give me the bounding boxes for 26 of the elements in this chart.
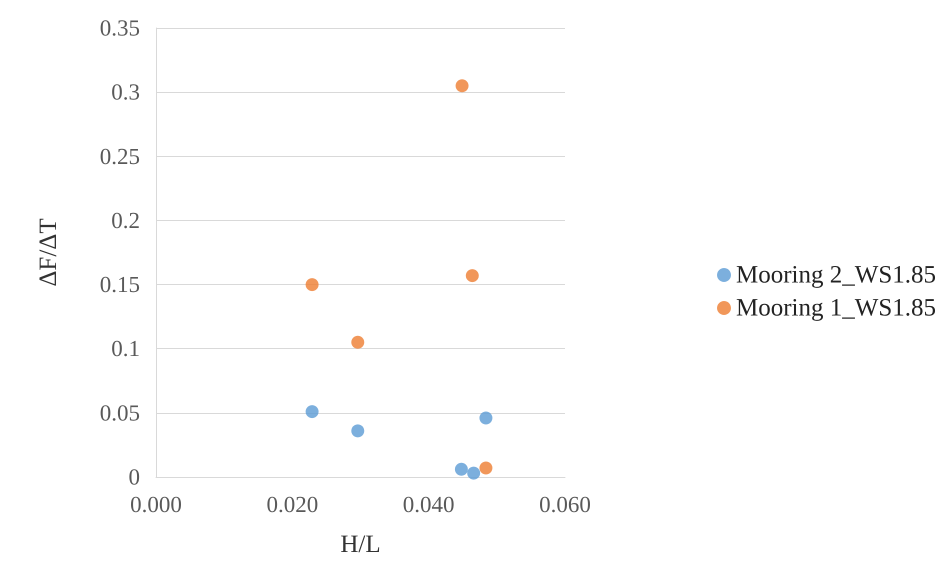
y-tick-label: 0.05 — [100, 400, 140, 426]
y-tick-label: 0.35 — [100, 16, 140, 40]
point — [306, 278, 319, 292]
x-tick-label: 0.040 — [402, 492, 455, 517]
point — [479, 411, 492, 424]
point — [467, 466, 480, 480]
point — [479, 462, 492, 475]
point — [466, 269, 479, 282]
legend-label: Mooring 1_WS1.85 — [736, 294, 936, 322]
point — [454, 462, 468, 476]
x-tick-label: 0.000 — [130, 492, 182, 517]
legend-label: Mooring 2_WS1.85 — [736, 262, 936, 288]
point — [351, 336, 364, 349]
y-tick-label: 0.15 — [100, 272, 140, 298]
y-tick-label: 0 — [128, 464, 140, 490]
y-tick-label: 0.1 — [111, 336, 140, 362]
y-tick-label: 0.25 — [100, 144, 140, 169]
point — [351, 424, 364, 438]
y-axis-title: ΔF/ΔT — [35, 218, 62, 287]
point — [306, 405, 319, 418]
point — [456, 79, 469, 92]
x-tick-label: 0.020 — [266, 492, 318, 517]
y-tick-label: 0.2 — [111, 208, 140, 233]
y-tick-label: 0.3 — [111, 80, 140, 105]
x-axis-title: H/L — [340, 531, 381, 558]
x-tick-label: 0.060 — [539, 492, 591, 517]
